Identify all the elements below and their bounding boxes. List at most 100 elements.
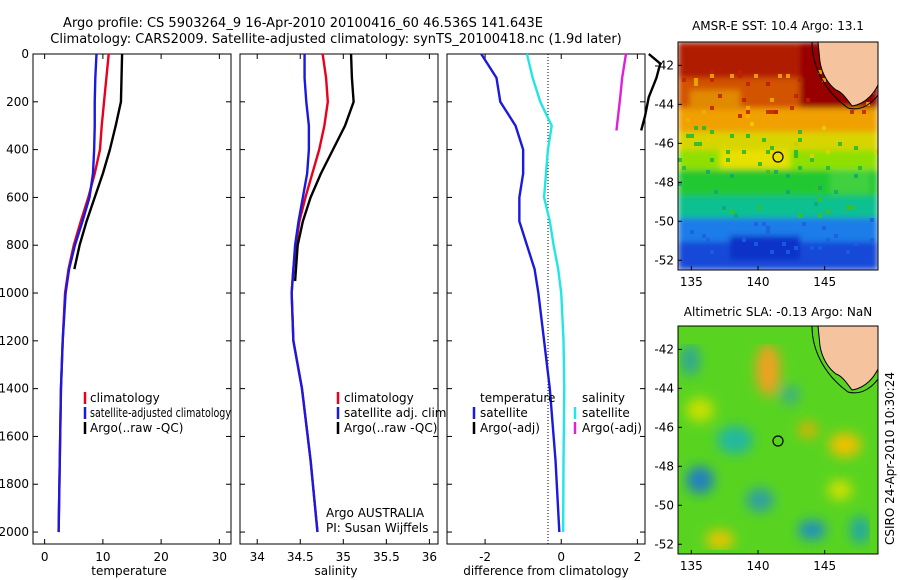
sst-pixel bbox=[846, 206, 850, 210]
map-y-tick-label: -46 bbox=[654, 420, 674, 434]
map-y-tick-label: -48 bbox=[654, 175, 674, 189]
sst-pixel bbox=[834, 190, 838, 194]
sst-pixel bbox=[726, 158, 730, 162]
sst-pixel bbox=[786, 174, 790, 178]
figure-title-line1: Argo profile: CS 5903264_9 16-Apr-2010 2… bbox=[63, 16, 543, 31]
temperature-panel: 0 10 20 30 0 200 400 600 800 1000 1200 1400 1600 1800… bbox=[0, 47, 232, 578]
sst-pixel bbox=[754, 74, 758, 78]
legend-label-climatology: climatology bbox=[90, 391, 160, 405]
sla-heatmap bbox=[678, 326, 878, 554]
sst-pixel bbox=[714, 190, 718, 194]
sst-pixel bbox=[870, 218, 874, 222]
sst-pixel bbox=[826, 210, 830, 214]
y-tick-label: 1200 bbox=[0, 334, 29, 348]
x-tick-label: 0 bbox=[557, 550, 565, 564]
sst-pixel bbox=[702, 126, 706, 130]
sst-pixel bbox=[702, 234, 706, 238]
sst-pixel bbox=[814, 186, 818, 190]
shelf-contour bbox=[811, 42, 878, 110]
sst-pixel bbox=[786, 74, 790, 78]
sst-pixel bbox=[850, 110, 854, 114]
map-y-tick-label: -52 bbox=[654, 537, 674, 551]
sst-pixel bbox=[798, 78, 802, 82]
difference-series-argo-adj-temperature bbox=[640, 53, 662, 131]
temperature-series-argo-raw-qc bbox=[73, 53, 124, 270]
difference-ticks: -2 0 2 bbox=[447, 53, 645, 564]
sst-pixel bbox=[758, 206, 762, 210]
map-x-tick-label: 135 bbox=[680, 275, 703, 289]
sst-pixel bbox=[826, 238, 830, 242]
sst-pixel bbox=[766, 170, 770, 174]
x-tick-label: 36 bbox=[422, 550, 437, 564]
sst-pixel bbox=[818, 246, 822, 250]
sst-pixel bbox=[794, 150, 798, 154]
legend-label-temp-argo: Argo(-adj) bbox=[480, 421, 540, 435]
legend-label-climatology: climatology bbox=[344, 391, 414, 405]
y-tick-label: 1600 bbox=[0, 429, 29, 443]
sst-pixel bbox=[874, 150, 878, 154]
x-tick-label: 20 bbox=[153, 550, 168, 564]
salinity-xlabel: salinity bbox=[314, 564, 357, 578]
sst-pixel bbox=[826, 166, 830, 170]
y-tick-label: 400 bbox=[6, 143, 29, 157]
sst-pixel bbox=[702, 110, 706, 114]
sst-pixel bbox=[742, 238, 746, 242]
sst-pixel bbox=[694, 82, 698, 86]
temperature-xlabel: temperature bbox=[91, 564, 166, 578]
argo-float-marker bbox=[772, 151, 784, 163]
sst-pixel bbox=[818, 198, 822, 202]
map-x-tick-label: 140 bbox=[747, 559, 770, 573]
tasmania-coastline bbox=[817, 326, 878, 391]
sst-pixel bbox=[770, 110, 774, 114]
salinity-panel: 34 34.5 35 35.5 36 salinity climatology sate… bbox=[239, 53, 450, 578]
sla-map-frame bbox=[677, 325, 879, 555]
sst-pixel bbox=[818, 186, 822, 190]
map-y-tick-label: -48 bbox=[654, 459, 674, 473]
sst-pixel bbox=[738, 74, 742, 78]
sst-pixel bbox=[686, 118, 690, 122]
sst-pixel bbox=[798, 214, 802, 218]
pi-annotation: PI: Susan Wijffels bbox=[326, 521, 428, 535]
sst-pixel bbox=[854, 146, 858, 150]
sst-pixel bbox=[786, 250, 790, 254]
sst-pixel bbox=[726, 150, 730, 154]
map-x-tick-label: 145 bbox=[813, 275, 836, 289]
sst-pixel bbox=[786, 190, 790, 194]
sst-pixel bbox=[770, 250, 774, 254]
salinity-axes-box bbox=[239, 53, 439, 545]
sst-pixel bbox=[794, 94, 798, 98]
sst-pixel bbox=[782, 242, 786, 246]
sst-pixel bbox=[746, 106, 750, 110]
y-tick-label: 200 bbox=[6, 95, 29, 109]
sst-map-frame bbox=[677, 41, 879, 271]
sst-pixel bbox=[694, 142, 698, 146]
sst-pixel bbox=[766, 226, 770, 230]
sst-pixel bbox=[750, 122, 754, 126]
sla-map-ticks: 135 140 145 -42 -44 -46 -48 -50 -52 bbox=[654, 342, 836, 573]
figure-title-line2: Climatology: CARS2009. Satellite-adjuste… bbox=[50, 32, 622, 47]
sst-pixel bbox=[790, 106, 794, 110]
temperature-axes-box bbox=[32, 53, 232, 545]
sst-pixel bbox=[794, 142, 798, 146]
sst-pixel bbox=[686, 134, 690, 138]
temperature-ticks: 0 10 20 30 0 200 400 600 800 1000 1200 1400 1600 1800… bbox=[0, 47, 231, 564]
sst-pixel bbox=[718, 94, 722, 98]
sst-pixel bbox=[810, 154, 814, 158]
legend-heading-salinity: salinity bbox=[582, 391, 625, 405]
sst-pixel bbox=[706, 238, 710, 242]
sst-pixel bbox=[682, 78, 686, 82]
sst-pixel bbox=[734, 214, 738, 218]
sst-heatmap bbox=[678, 42, 878, 270]
map-x-tick-label: 145 bbox=[813, 559, 836, 573]
x-tick-label: 10 bbox=[95, 550, 110, 564]
temperature-series-satellite-adjusted-climatology bbox=[57, 53, 98, 533]
sst-pixel bbox=[730, 134, 734, 138]
shelf-contour bbox=[811, 326, 878, 394]
legend-label-argo: Argo(..raw -QC) bbox=[344, 421, 437, 435]
x-tick-label: 2 bbox=[634, 550, 642, 564]
sst-pixel bbox=[794, 246, 798, 250]
map-x-tick-label: 140 bbox=[747, 275, 770, 289]
sst-pixel bbox=[774, 170, 778, 174]
y-tick-label: 1000 bbox=[0, 286, 29, 300]
sst-pixel bbox=[870, 238, 874, 242]
